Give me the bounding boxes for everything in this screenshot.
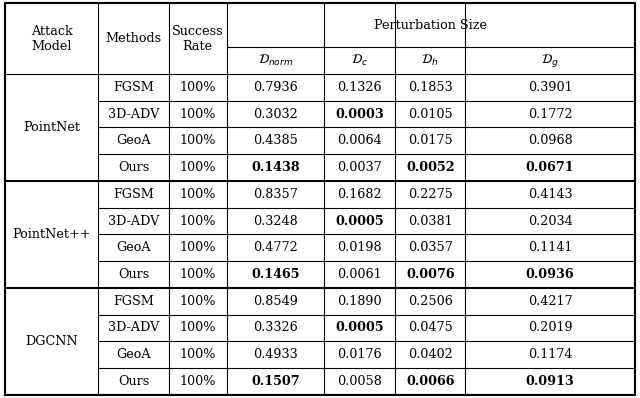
Text: 0.0381: 0.0381 <box>408 215 452 228</box>
Text: Success
Rate: Success Rate <box>172 25 223 53</box>
Text: 100%: 100% <box>180 268 216 281</box>
Text: 0.8549: 0.8549 <box>253 295 298 308</box>
Text: 0.3326: 0.3326 <box>253 322 298 334</box>
Text: GeoA: GeoA <box>116 241 151 254</box>
Text: 0.0357: 0.0357 <box>408 241 452 254</box>
Text: 100%: 100% <box>180 134 216 147</box>
Text: 0.0402: 0.0402 <box>408 348 452 361</box>
Text: $\mathcal{D}_{h}$: $\mathcal{D}_{h}$ <box>422 53 439 68</box>
Text: 0.1682: 0.1682 <box>337 188 382 201</box>
Text: 0.0176: 0.0176 <box>337 348 382 361</box>
Text: 0.8357: 0.8357 <box>253 188 298 201</box>
Text: 100%: 100% <box>180 161 216 174</box>
Text: 100%: 100% <box>180 348 216 361</box>
Text: 0.4143: 0.4143 <box>528 188 573 201</box>
Text: 0.0064: 0.0064 <box>337 134 382 147</box>
Text: PointNet: PointNet <box>23 121 80 134</box>
Text: 0.0936: 0.0936 <box>526 268 575 281</box>
Text: 0.4772: 0.4772 <box>253 241 298 254</box>
Text: 0.2506: 0.2506 <box>408 295 452 308</box>
Text: 0.0037: 0.0037 <box>337 161 382 174</box>
Text: 0.0076: 0.0076 <box>406 268 454 281</box>
Text: 0.3032: 0.3032 <box>253 107 298 121</box>
Text: $\mathcal{D}_{c}$: $\mathcal{D}_{c}$ <box>351 53 368 68</box>
Text: 0.1174: 0.1174 <box>528 348 572 361</box>
Text: 100%: 100% <box>180 295 216 308</box>
Text: 0.0671: 0.0671 <box>526 161 575 174</box>
Text: PointNet++: PointNet++ <box>12 228 91 241</box>
Text: 0.1438: 0.1438 <box>252 161 300 174</box>
Text: 0.0105: 0.0105 <box>408 107 452 121</box>
Text: 100%: 100% <box>180 375 216 388</box>
Text: 0.4385: 0.4385 <box>253 134 298 147</box>
Text: Methods: Methods <box>106 32 162 45</box>
Text: 0.0913: 0.0913 <box>526 375 575 388</box>
Text: 0.0475: 0.0475 <box>408 322 452 334</box>
Text: 3D-ADV: 3D-ADV <box>108 107 159 121</box>
Text: 0.0005: 0.0005 <box>335 322 384 334</box>
Text: 0.0052: 0.0052 <box>406 161 454 174</box>
Text: 0.2034: 0.2034 <box>528 215 573 228</box>
Text: Perturbation Size: Perturbation Size <box>374 19 487 32</box>
Text: $\mathcal{D}_{norm}$: $\mathcal{D}_{norm}$ <box>258 53 293 68</box>
Text: 0.1853: 0.1853 <box>408 81 452 94</box>
Text: Attack
Model: Attack Model <box>31 25 72 53</box>
Text: 100%: 100% <box>180 188 216 201</box>
Text: GeoA: GeoA <box>116 348 151 361</box>
Text: 100%: 100% <box>180 107 216 121</box>
Text: 0.0968: 0.0968 <box>528 134 573 147</box>
Text: FGSM: FGSM <box>113 295 154 308</box>
Text: 0.1772: 0.1772 <box>528 107 573 121</box>
Text: 0.1141: 0.1141 <box>528 241 572 254</box>
Text: Ours: Ours <box>118 161 149 174</box>
Text: 0.2019: 0.2019 <box>528 322 573 334</box>
Text: Ours: Ours <box>118 268 149 281</box>
Text: 0.4217: 0.4217 <box>528 295 573 308</box>
Text: 0.0058: 0.0058 <box>337 375 382 388</box>
Text: $\mathcal{D}_{g}$: $\mathcal{D}_{g}$ <box>541 52 559 69</box>
Text: 0.4933: 0.4933 <box>253 348 298 361</box>
Text: DGCNN: DGCNN <box>26 335 78 348</box>
Text: FGSM: FGSM <box>113 188 154 201</box>
Text: 0.3901: 0.3901 <box>528 81 573 94</box>
Text: 0.0003: 0.0003 <box>335 107 384 121</box>
Text: 0.7936: 0.7936 <box>253 81 298 94</box>
Text: 100%: 100% <box>180 241 216 254</box>
Text: 0.0198: 0.0198 <box>337 241 382 254</box>
Text: 3D-ADV: 3D-ADV <box>108 322 159 334</box>
Text: 100%: 100% <box>180 322 216 334</box>
Text: 0.2275: 0.2275 <box>408 188 452 201</box>
Text: 0.1890: 0.1890 <box>337 295 382 308</box>
Text: 0.3248: 0.3248 <box>253 215 298 228</box>
Text: GeoA: GeoA <box>116 134 151 147</box>
Text: 0.1465: 0.1465 <box>252 268 300 281</box>
Text: FGSM: FGSM <box>113 81 154 94</box>
Text: 100%: 100% <box>180 215 216 228</box>
Text: 0.0005: 0.0005 <box>335 215 384 228</box>
Text: 0.1507: 0.1507 <box>252 375 300 388</box>
Text: 100%: 100% <box>180 81 216 94</box>
Text: 0.0066: 0.0066 <box>406 375 454 388</box>
Text: 3D-ADV: 3D-ADV <box>108 215 159 228</box>
Text: Ours: Ours <box>118 375 149 388</box>
Text: 0.0175: 0.0175 <box>408 134 452 147</box>
Text: 0.0061: 0.0061 <box>337 268 382 281</box>
Text: 0.1326: 0.1326 <box>337 81 382 94</box>
